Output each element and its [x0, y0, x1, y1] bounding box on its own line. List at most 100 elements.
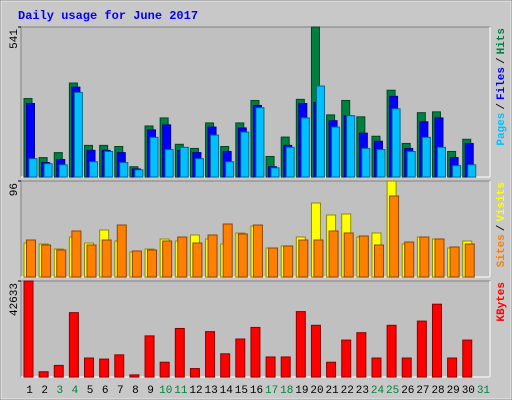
bar — [326, 361, 337, 378]
x-tick-label: 31 — [477, 385, 491, 397]
bar — [252, 224, 263, 278]
legend-entry: Pages — [496, 113, 508, 146]
bar — [131, 250, 142, 278]
bar — [421, 136, 431, 178]
bar — [447, 357, 458, 378]
x-tick-label: 24 — [371, 385, 385, 397]
bar — [119, 162, 129, 178]
bar — [436, 146, 446, 178]
bar — [237, 233, 248, 278]
bar — [255, 107, 265, 178]
bar — [298, 239, 309, 278]
bar — [210, 134, 220, 178]
bar — [391, 108, 401, 178]
legend-separator: / — [496, 57, 508, 64]
bar — [116, 224, 127, 278]
legend-entry: KBytes — [496, 282, 508, 322]
bar — [162, 240, 173, 278]
x-tick-label: 6 — [102, 385, 109, 397]
bar — [434, 238, 445, 278]
x-tick-label: 9 — [147, 385, 154, 397]
bar — [205, 331, 216, 378]
x-tick-label: 18 — [280, 385, 293, 397]
bar — [177, 236, 188, 278]
bar — [300, 117, 310, 178]
legend: KBytes — [496, 282, 508, 322]
bar — [207, 234, 218, 278]
bar — [389, 195, 400, 278]
legend: Sites / Visits — [496, 182, 508, 267]
legend-entry: Visits — [496, 182, 508, 222]
bar — [222, 223, 233, 278]
bar — [467, 164, 477, 178]
bar — [89, 161, 99, 178]
legend: Pages / Files / Hits — [496, 28, 508, 146]
bar — [101, 239, 112, 278]
x-tick-label: 4 — [72, 385, 79, 397]
bar — [84, 357, 95, 378]
x-tick-label: 26 — [401, 385, 414, 397]
bar — [462, 339, 473, 378]
x-tick-label: 15 — [235, 385, 248, 397]
legend-separator: / — [496, 103, 508, 110]
bar — [73, 91, 83, 178]
bar — [268, 247, 279, 278]
bar — [149, 136, 159, 178]
x-tick-label: 25 — [386, 385, 399, 397]
bar — [331, 126, 341, 178]
bar — [283, 245, 294, 278]
bar — [250, 326, 261, 378]
bar — [406, 150, 416, 178]
legend-separator: / — [496, 225, 508, 232]
bar — [240, 131, 250, 178]
bar — [164, 149, 174, 178]
bar — [99, 358, 110, 378]
bar — [285, 146, 295, 178]
x-tick-label: 2 — [41, 385, 48, 397]
bar — [404, 241, 415, 278]
bar — [26, 239, 36, 278]
bar — [53, 364, 64, 378]
bar — [41, 244, 52, 278]
bar — [371, 357, 382, 378]
bar — [464, 243, 475, 278]
x-tick-label: 3 — [57, 385, 64, 397]
x-tick-label: 11 — [174, 385, 188, 397]
bar — [280, 356, 291, 378]
bar — [270, 167, 280, 178]
bar — [23, 280, 34, 378]
bar — [310, 324, 321, 378]
x-tick-label: 12 — [189, 385, 202, 397]
bar — [343, 232, 354, 278]
bar — [341, 339, 352, 378]
bar — [449, 246, 460, 278]
bar — [220, 353, 231, 378]
bar — [452, 165, 462, 178]
bar — [315, 85, 325, 178]
x-tick-label: 22 — [341, 385, 354, 397]
x-tick-label: 27 — [416, 385, 429, 397]
bar — [295, 311, 306, 378]
x-tick-label: 14 — [220, 385, 234, 397]
bar — [356, 332, 367, 378]
bar — [38, 371, 49, 378]
bar — [56, 249, 67, 278]
bar — [129, 374, 140, 378]
bar — [376, 149, 386, 178]
y-tick-label: 541 — [9, 29, 21, 49]
x-tick-label: 13 — [205, 385, 218, 397]
bar — [28, 158, 38, 178]
x-tick-label: 28 — [431, 385, 444, 397]
x-tick-label: 16 — [250, 385, 263, 397]
bar — [179, 146, 189, 178]
bar — [159, 361, 170, 378]
y-tick-label: 96 — [9, 183, 21, 196]
bar — [71, 230, 82, 278]
bar — [346, 115, 356, 178]
bar — [189, 368, 200, 378]
bar — [144, 335, 155, 378]
bar — [174, 327, 185, 378]
legend-entry: Files — [496, 67, 508, 100]
